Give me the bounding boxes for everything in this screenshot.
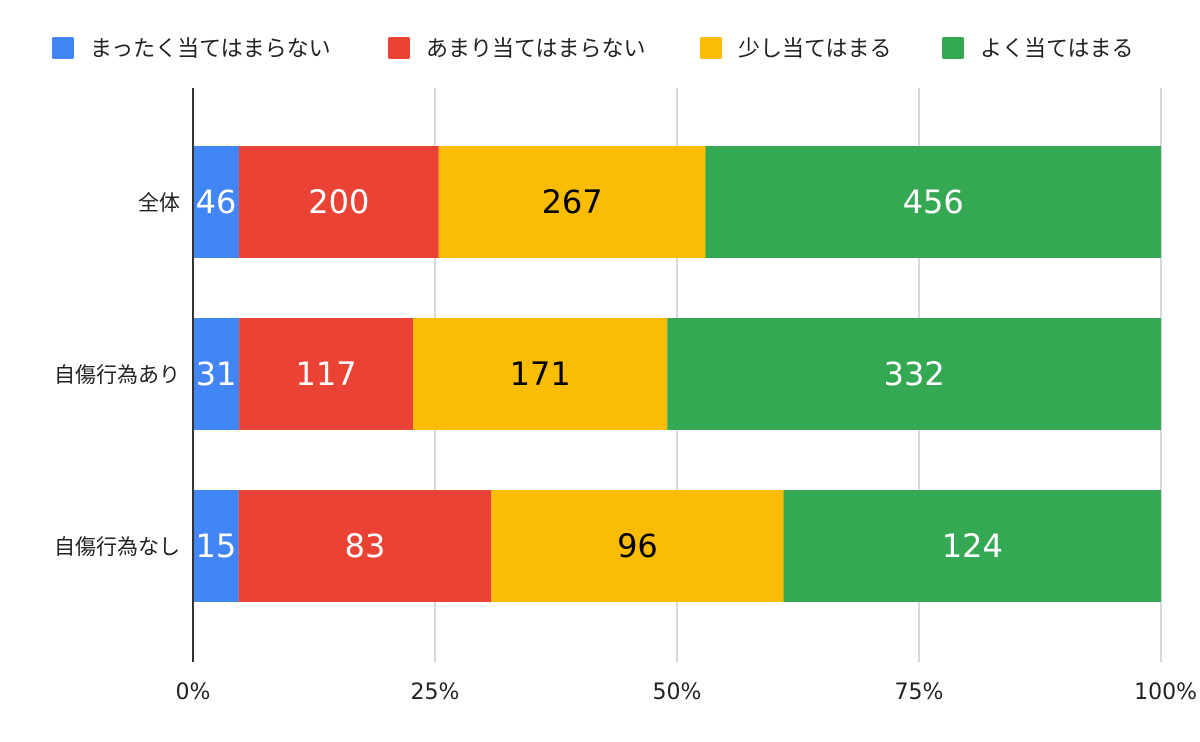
- data-label: 117: [296, 355, 357, 393]
- legend-swatch: [52, 37, 74, 59]
- bar-segment: [413, 318, 668, 430]
- bar-segment: [491, 490, 784, 602]
- data-label: 124: [942, 527, 1003, 565]
- legend-item: よく当てはまる: [942, 37, 1134, 62]
- legend: まったく当てはまらない あまり当てはまらない 少し当てはまる よく当てはまる: [52, 37, 1134, 62]
- x-tick-label: 100%: [1134, 680, 1197, 705]
- x-tick-label: 75%: [895, 680, 944, 705]
- legend-item: あまり当てはまらない: [388, 37, 646, 62]
- bar-segment: [193, 318, 240, 430]
- data-label: 456: [903, 183, 964, 221]
- bars: 46 200 267 456 31 117 171 332 15 83 96 124: [193, 146, 1161, 602]
- category-label: 全体: [138, 191, 180, 215]
- bar-segment: [438, 146, 706, 258]
- legend-swatch: [942, 37, 964, 59]
- x-tick-label: 0%: [176, 680, 211, 705]
- data-label: 96: [617, 527, 658, 565]
- legend-label: あまり当てはまらない: [426, 37, 646, 62]
- legend-label: 少し当てはまる: [738, 37, 892, 62]
- data-label: 267: [542, 183, 603, 221]
- data-label: 46: [196, 183, 237, 221]
- x-tick-label: 25%: [411, 680, 460, 705]
- data-label: 200: [308, 183, 369, 221]
- bar-segment: [239, 318, 414, 430]
- bar-segment: [783, 490, 1161, 602]
- bar-row: 15 83 96 124: [193, 490, 1161, 602]
- bar-segment: [667, 318, 1161, 430]
- legend-label: まったく当てはまらない: [90, 37, 331, 62]
- legend-swatch: [388, 37, 410, 59]
- category-label: 自傷行為あり: [54, 363, 180, 387]
- bar-segment: [705, 146, 1161, 258]
- legend-item: まったく当てはまらない: [52, 37, 331, 62]
- bar-segment: [193, 146, 239, 258]
- bar-row: 46 200 267 456: [193, 146, 1161, 258]
- data-label: 171: [510, 355, 571, 393]
- x-tick-label: 50%: [653, 680, 702, 705]
- data-label: 332: [884, 355, 945, 393]
- data-label: 31: [196, 355, 237, 393]
- legend-label: よく当てはまる: [980, 37, 1134, 62]
- bar-segment: [193, 490, 239, 602]
- bar-segment: [238, 490, 492, 602]
- legend-item: 少し当てはまる: [700, 37, 892, 62]
- bar-row: 31 117 171 332: [193, 318, 1161, 430]
- legend-swatch: [700, 37, 722, 59]
- data-label: 83: [345, 527, 386, 565]
- category-label: 自傷行為なし: [54, 535, 180, 559]
- bar-segment: [238, 146, 439, 258]
- x-tick-labels: 0% 25% 50% 75% 100%: [176, 680, 1197, 705]
- data-label: 15: [195, 527, 236, 565]
